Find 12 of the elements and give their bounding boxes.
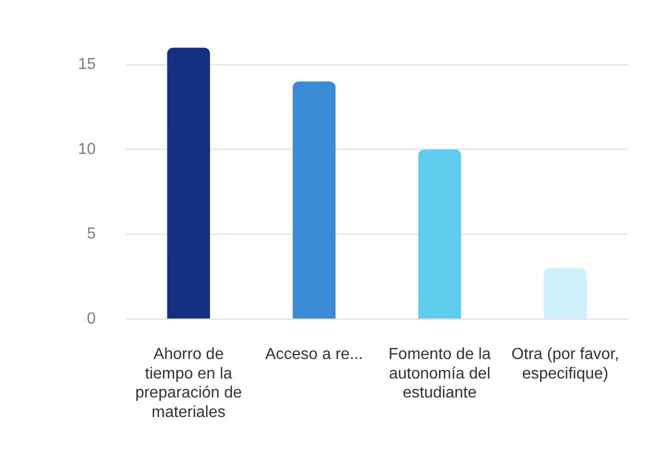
y-tick-label: 15 [78, 56, 96, 73]
bar [292, 82, 336, 318]
y-tick-label: 0 [86, 310, 96, 328]
y-tick-label: 10 [78, 140, 96, 158]
x-tick-label: Acceso a re... [265, 346, 364, 364]
bar [544, 268, 587, 318]
x-tick-label: Ahorro de tiempo en la preparación de materiales [135, 346, 242, 421]
y-tick-label: 5 [86, 226, 96, 243]
bar [418, 149, 462, 318]
x-tick-label: Otra (por favor, especifique) [511, 346, 620, 382]
x-tick-label: Fomento de la autonomía del estudiante [388, 346, 491, 402]
bar [167, 48, 210, 318]
